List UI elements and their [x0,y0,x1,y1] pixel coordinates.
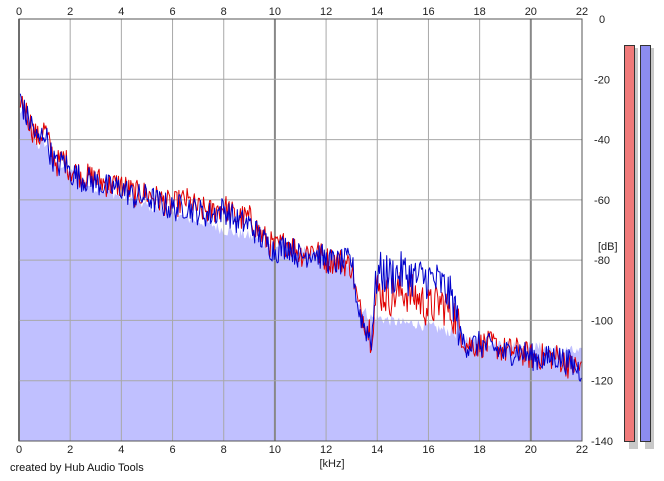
x-tick-label-bottom: 0 [16,444,22,456]
x-tick-label-bottom: 10 [269,444,281,456]
spectrum-fill-area [19,107,582,441]
x-tick-label-bottom: 2 [67,444,73,456]
x-tick-label-bottom: 22 [576,444,588,456]
x-tick-label-top: 4 [118,6,124,18]
x-tick-label-top: 12 [320,6,332,18]
y-tick-label: -40 [594,135,610,147]
y-tick-label: -120 [591,376,613,388]
x-tick-label-top: 2 [67,6,73,18]
x-tick-labels-bottom: 0 2 4 6 8 10 12 14 16 18 20 22 [16,444,588,456]
x-tick-label-bottom: 4 [118,444,124,456]
x-tick-label-bottom: 14 [371,444,383,456]
x-tick-label-top: 20 [525,6,537,18]
y-tick-label: -60 [594,195,610,207]
x-tick-label-bottom: 12 [320,444,332,456]
x-tick-labels-top: 0 2 4 6 8 10 12 14 16 18 20 22 [16,6,588,18]
grid [18,18,583,442]
x-tick-label-top: 10 [269,6,281,18]
x-tick-label-bottom: 16 [422,444,434,456]
spectrum-fill [19,107,582,441]
x-tick-label-bottom: 8 [221,444,227,456]
level-meter-right [640,45,651,442]
x-tick-label-top: 6 [169,6,175,18]
x-tick-label-top: 8 [221,6,227,18]
x-tick-label-bottom: 6 [169,444,175,456]
x-tick-label-top: 18 [474,6,486,18]
series-lines [19,93,582,382]
series-line-red [19,95,582,379]
x-tick-label-top: 22 [576,6,588,18]
x-tick-label-bottom: 18 [474,444,486,456]
x-tick-label-top: 16 [422,6,434,18]
y-tick-label: -140 [591,436,613,448]
y-tick-labels: 0 -20 -40 -60 -80 -100 -120 -140 [591,14,613,448]
x-tick-label-top: 0 [16,6,22,18]
y-tick-label: -80 [594,255,610,267]
y-tick-label: -100 [591,315,613,327]
plot-border [18,18,583,442]
credit-text: created by Hub Audio Tools [10,462,144,474]
x-tick-label-bottom: 20 [525,444,537,456]
x-tick-label-top: 14 [371,6,383,18]
y-axis-label: [dB] [598,241,618,253]
y-tick-label: -20 [594,74,610,86]
level-meter-left [624,45,635,442]
x-axis-label: [kHz] [319,458,344,470]
y-tick-label: 0 [599,14,605,26]
series-line-blue [19,93,582,382]
